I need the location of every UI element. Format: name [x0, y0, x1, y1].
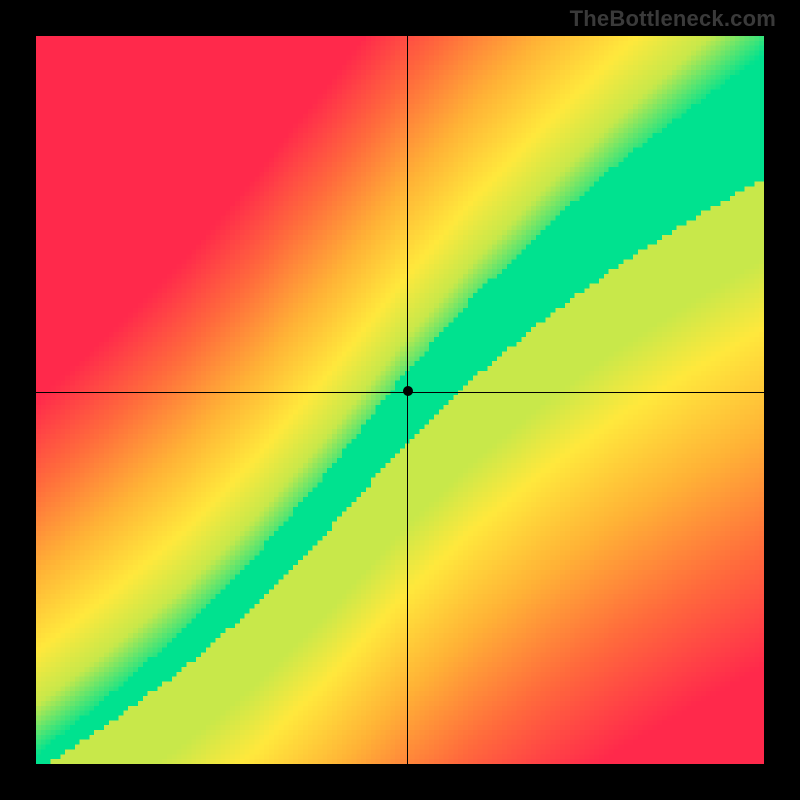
- heatmap-canvas: [36, 36, 764, 764]
- watermark-text: TheBottleneck.com: [570, 6, 776, 32]
- crosshair-vertical: [407, 36, 408, 764]
- heatmap-plot: [36, 36, 764, 764]
- data-point-marker: [403, 386, 413, 396]
- crosshair-horizontal: [36, 392, 764, 393]
